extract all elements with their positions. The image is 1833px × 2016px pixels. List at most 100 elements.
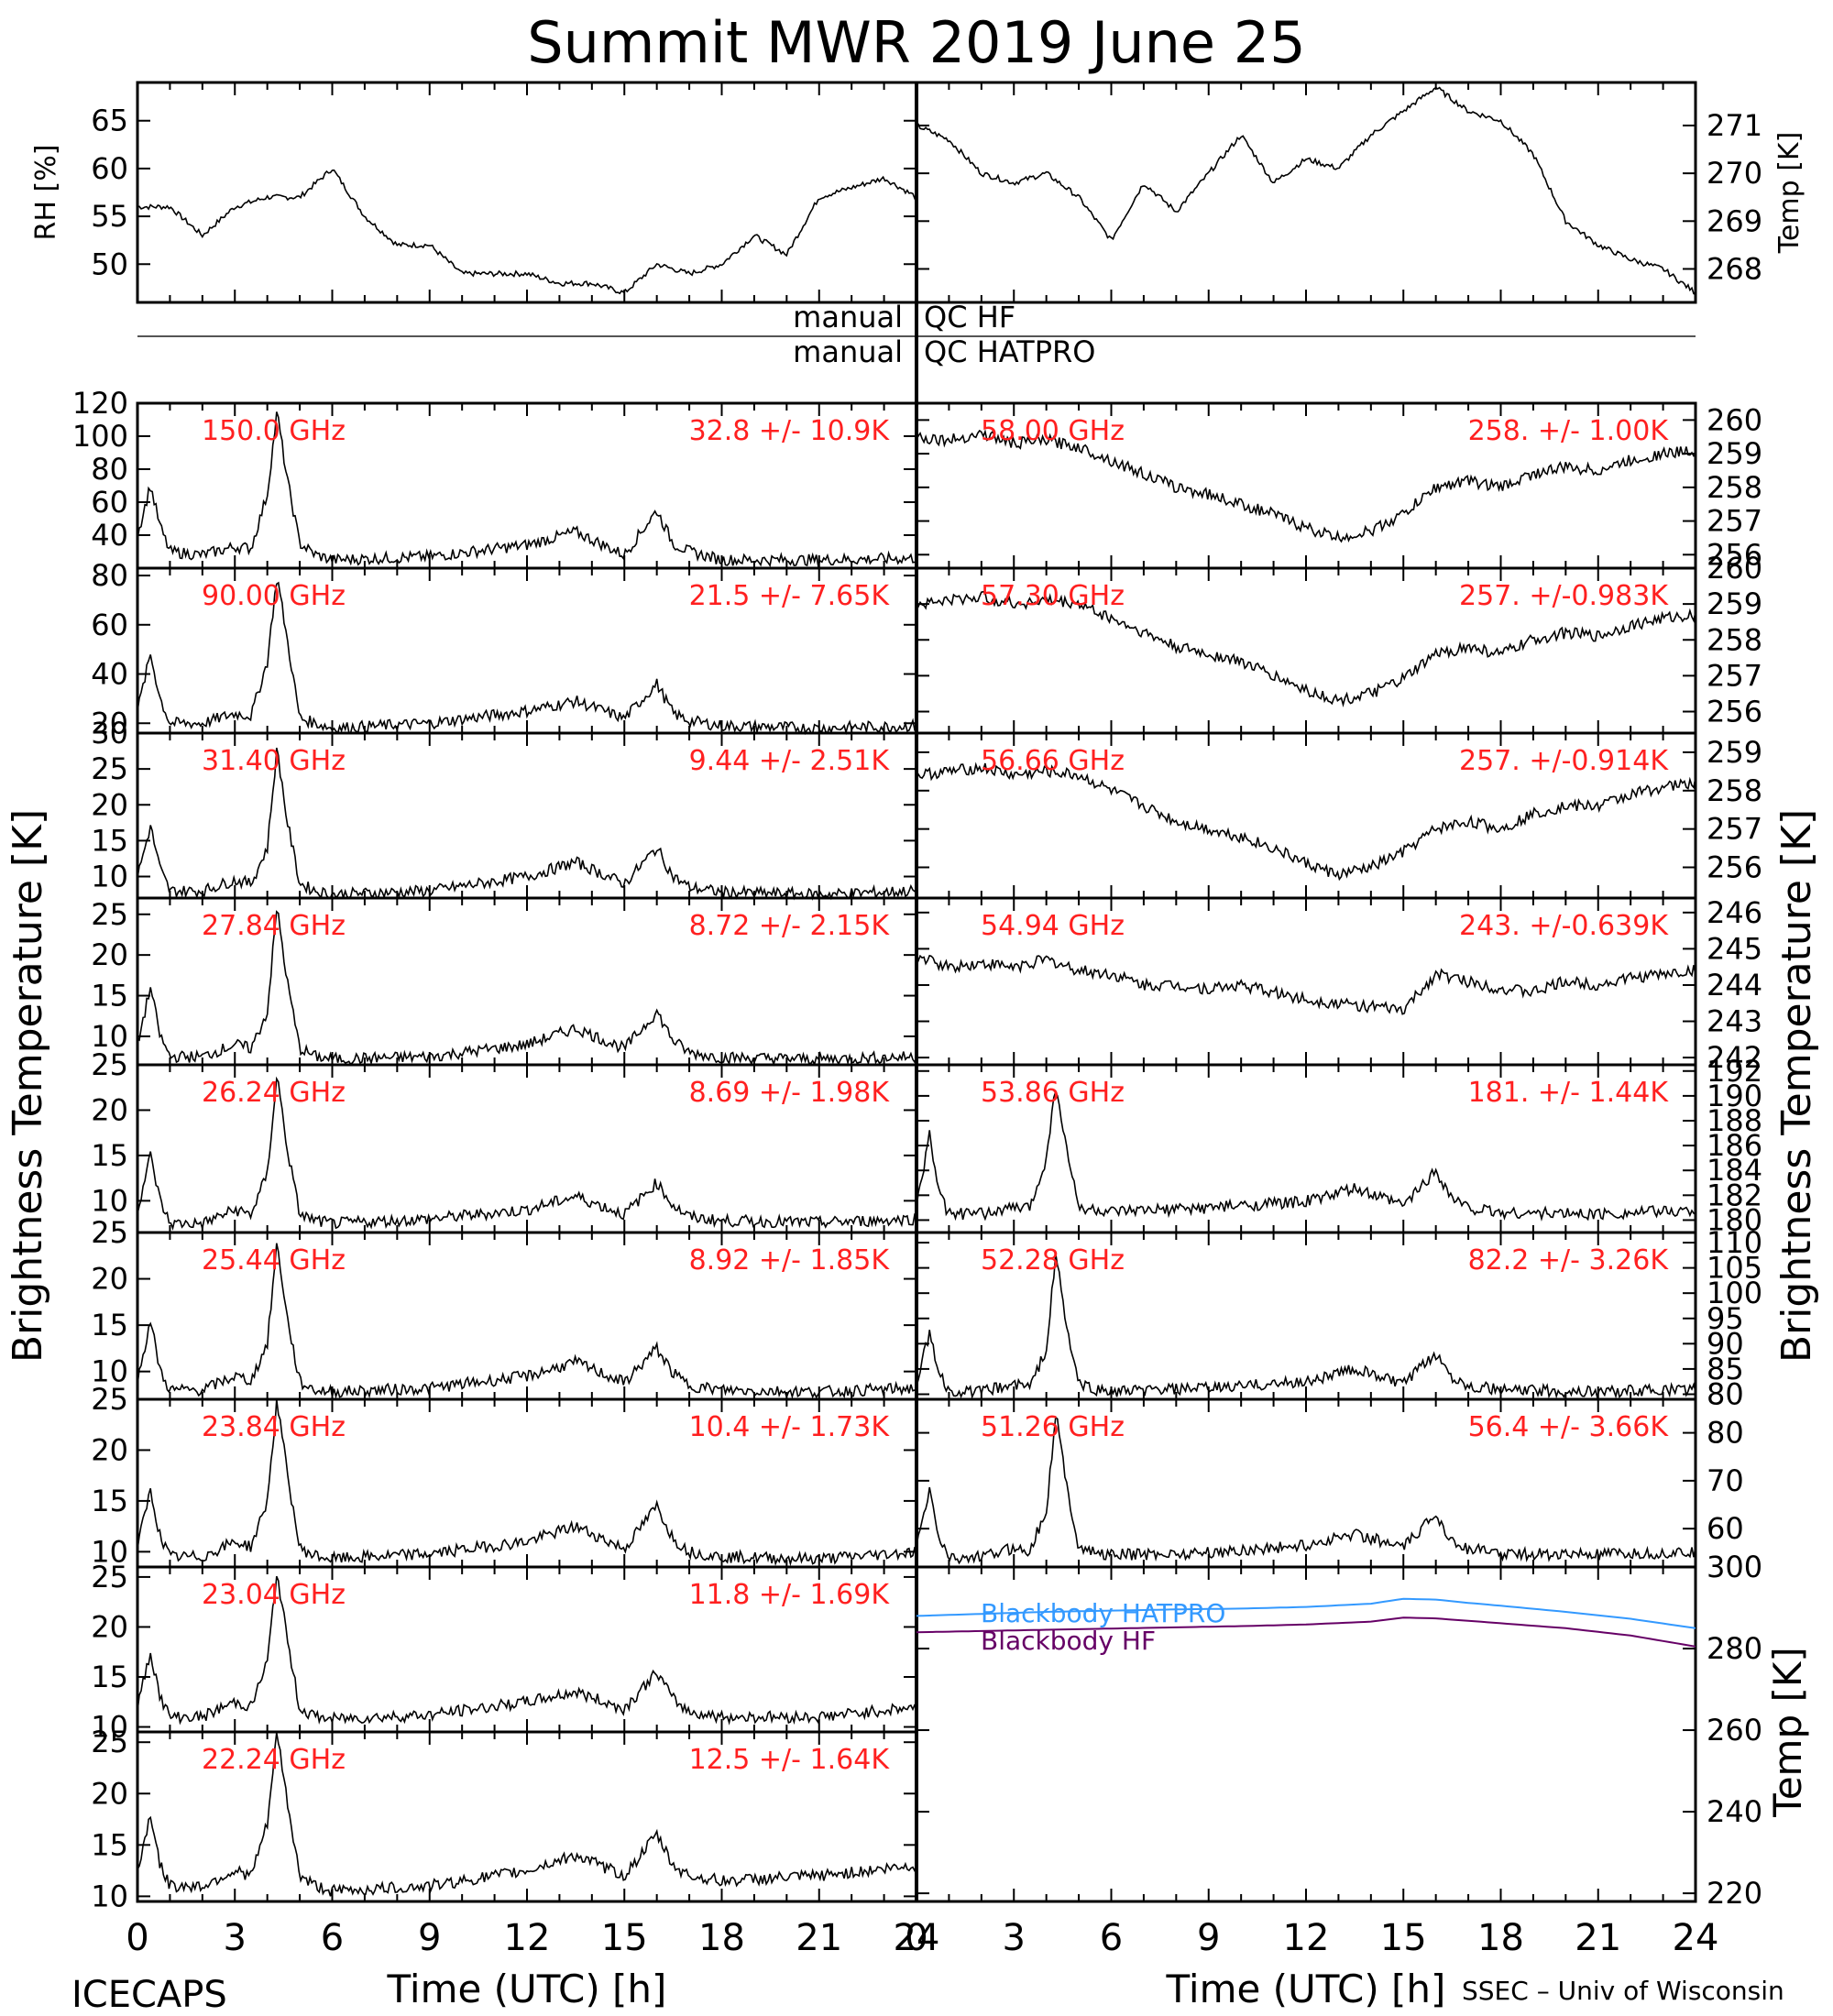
- ch5228-stat-label: 82.2 +/- 3.26K: [1468, 1244, 1670, 1276]
- x-tick-label-right: 24: [1673, 1917, 1719, 1959]
- ch2384-series-trace: [137, 1398, 917, 1567]
- ch5666-ytick-label: 258: [1707, 773, 1762, 808]
- ch5126-series-trace: [916, 1416, 1696, 1565]
- ch2384-ytick-label: 25: [91, 1382, 128, 1417]
- ch5126-channel-label: 51.26 GHz: [981, 1411, 1125, 1443]
- ch5800-channel-label: 58.00 GHz: [981, 415, 1125, 447]
- ch3140-stat-label: 9.44 +/- 2.51K: [689, 745, 891, 777]
- ch2384-ytick-label: 10: [91, 1534, 128, 1569]
- ch2304-series-trace: [137, 1575, 917, 1726]
- blackbody-ytick-label: 300: [1707, 1550, 1762, 1584]
- ch5386-ytick-label: 188: [1707, 1103, 1762, 1138]
- ch5228-ytick-label: 110: [1707, 1225, 1762, 1260]
- x-tick-label-right: 15: [1380, 1917, 1427, 1959]
- ch2384-channel-label: 23.84 GHz: [202, 1411, 346, 1443]
- page-title: Summit MWR 2019 June 25: [527, 9, 1305, 76]
- ch5800-ytick-label: 259: [1707, 436, 1762, 471]
- footer-left: ICECAPS: [71, 1974, 227, 2016]
- ch5494-ytick-label: 242: [1707, 1040, 1762, 1075]
- ch2224-ytick-label: 10: [91, 1879, 128, 1913]
- ch2224-ytick-label: 15: [91, 1827, 128, 1862]
- rh-ytick-label: 65: [91, 104, 128, 138]
- text-labels: Summit MWR 2019 June 25 manual QC HF manual…: [5, 9, 1820, 2016]
- ch5730-ytick-label: 259: [1707, 586, 1762, 621]
- ch2624-ytick-label: 25: [91, 1047, 128, 1082]
- x-axis-label-left: Time (UTC) [h]: [387, 1967, 667, 2011]
- ch5228-ytick-label: 100: [1707, 1276, 1762, 1310]
- ch5386-ytick-label: 192: [1707, 1054, 1762, 1089]
- ch2304-stat-label: 11.8 +/- 1.69K: [689, 1579, 891, 1611]
- ch5730-stat-label: 257. +/-0.983K: [1459, 580, 1669, 612]
- ch90-series-trace: [137, 581, 917, 736]
- ch5666-stat-label: 257. +/-0.914K: [1459, 745, 1669, 777]
- panel-frames: [136, 81, 1697, 1903]
- ch5228-ytick-label: 95: [1707, 1301, 1744, 1336]
- ch2384-ytick-label: 20: [91, 1432, 128, 1467]
- ch2624-channel-label: 26.24 GHz: [202, 1077, 346, 1109]
- ch150-ytick-label: 60: [91, 485, 128, 520]
- temp-series-trace: [916, 86, 1696, 295]
- ch5666-series-trace: [916, 761, 1696, 882]
- x-tick-label-right: 12: [1283, 1917, 1330, 1959]
- x-tick-label-left: 24: [894, 1917, 940, 1959]
- x-tick-label-right: 0: [905, 1917, 927, 1959]
- ch5386-ytick-label: 186: [1707, 1128, 1762, 1163]
- x-tick-label-right: 3: [1003, 1917, 1026, 1959]
- ch150-ytick-label: 40: [91, 518, 128, 553]
- rh-frame: [136, 81, 918, 304]
- ch150-ytick-label: 100: [72, 419, 128, 454]
- ch2304-channel-label: 23.04 GHz: [202, 1579, 346, 1611]
- qc-hatpro-left-label: manual: [793, 334, 903, 369]
- ch2544-channel-label: 25.44 GHz: [202, 1244, 346, 1276]
- ch5730-ytick-label: 256: [1707, 695, 1762, 729]
- ch90-stat-label: 21.5 +/- 7.65K: [689, 580, 891, 612]
- ch2304-ytick-label: 15: [91, 1660, 128, 1694]
- ch5666-ytick-label: 256: [1707, 850, 1762, 885]
- ch2224-ytick-label: 20: [91, 1776, 128, 1811]
- qc-hf-right-label: QC HF: [924, 300, 1015, 334]
- blackbody-legend-1: Blackbody HF: [981, 1626, 1156, 1656]
- ch2224-series-trace: [137, 1732, 917, 1897]
- ch5386-ytick-label: 190: [1707, 1079, 1762, 1113]
- ch5666-channel-label: 56.66 GHz: [981, 745, 1125, 777]
- ch3140-ytick-label: 25: [91, 751, 128, 786]
- temp-axis-label: Temp [K]: [1773, 132, 1806, 255]
- temp-frame: [915, 81, 1697, 304]
- blackbody-temp-axis-label: Temp [K]: [1765, 1647, 1810, 1818]
- temp-ytick-label: 268: [1707, 251, 1762, 286]
- ch5126-ytick-label: 80: [1707, 1416, 1744, 1451]
- x-tick-label-left: 18: [698, 1917, 745, 1959]
- ch5800-ytick-label: 256: [1707, 537, 1762, 572]
- ch5494-ytick-label: 243: [1707, 1004, 1762, 1039]
- blackbody-ytick-label: 260: [1707, 1713, 1762, 1748]
- temp-ytick-label: 269: [1707, 203, 1762, 238]
- left-y-axis-label: Brightness Temperature [K]: [5, 809, 51, 1363]
- ch5228-ytick-label: 80: [1707, 1376, 1744, 1411]
- ch5800-ytick-label: 258: [1707, 470, 1762, 505]
- ch150-stat-label: 32.8 +/- 10.9K: [689, 415, 891, 447]
- ch3140-ytick-label: 10: [91, 860, 128, 894]
- ch90-ytick-label: 20: [91, 706, 128, 740]
- axis-ticks: [137, 82, 1696, 1901]
- ch2624-stat-label: 8.69 +/- 1.98K: [689, 1077, 891, 1109]
- blackbody-legend-0: Blackbody HATPRO: [981, 1598, 1225, 1628]
- ch5386-series-trace: [916, 1090, 1696, 1222]
- blackbody-series-blackbody-hatpro: [916, 1597, 1696, 1629]
- ch2304-ytick-label: 10: [91, 1710, 128, 1745]
- rh-series-trace: [137, 169, 917, 295]
- ch2224-stat-label: 12.5 +/- 1.64K: [689, 1744, 891, 1776]
- temp-ytick-label: 271: [1707, 108, 1762, 143]
- ch5666-ytick-label: 257: [1707, 812, 1762, 847]
- qc-hatpro-right-label: QC HATPRO: [924, 334, 1095, 369]
- ch2784-ytick-label: 10: [91, 1019, 128, 1054]
- ch2544-ytick-label: 10: [91, 1354, 128, 1389]
- ch5228-ytick-label: 90: [1707, 1326, 1744, 1361]
- ch5730-channel-label: 57.30 GHz: [981, 580, 1125, 612]
- ch2784-series-trace: [137, 910, 917, 1067]
- qc-hf-left-label: manual: [793, 300, 903, 334]
- ch5730-series-trace: [916, 590, 1696, 708]
- ch2624-ytick-label: 10: [91, 1183, 128, 1218]
- ch5800-stat-label: 258. +/- 1.00K: [1468, 415, 1670, 447]
- ch5386-channel-label: 53.86 GHz: [981, 1077, 1125, 1109]
